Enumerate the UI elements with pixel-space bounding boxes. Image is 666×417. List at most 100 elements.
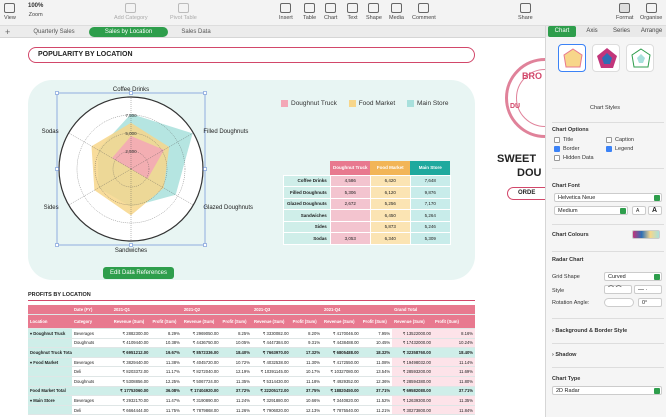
table-cell[interactable]: 8.16% — [432, 328, 475, 339]
format-button[interactable]: Format — [616, 3, 633, 21]
mini-table-label[interactable]: Sodas — [283, 232, 331, 245]
table-cell[interactable]: 19.67% — [150, 347, 182, 358]
table-cell[interactable]: ₹ 12639300.00 — [392, 395, 433, 406]
table-cell[interactable]: 12.25% — [150, 376, 182, 387]
table-cell[interactable]: ₹ 17404920.00 — [181, 386, 221, 397]
line-style-control[interactable]: ⌒ ⌒ — [604, 285, 632, 294]
table-cell[interactable]: ₹ 28593200.00 — [392, 366, 433, 378]
mini-table-cell[interactable]: 5,306 — [329, 186, 371, 199]
table-cell[interactable]: ₹ 7879868.00 — [181, 405, 221, 416]
table-cell[interactable]: Grand Total — [392, 305, 433, 316]
table-cell[interactable]: ₹ 32358760.00 — [392, 347, 433, 358]
table-cell[interactable]: ₹ 7663970.00 — [251, 347, 291, 358]
table-cell[interactable]: 8.29% — [150, 328, 182, 339]
table-cell[interactable]: Food Market Total — [28, 386, 72, 397]
table-cell[interactable]: 11.38% — [150, 357, 182, 368]
table-cell[interactable]: 18.32% — [360, 347, 393, 358]
table-cell[interactable]: 12.13% — [290, 405, 323, 416]
mini-table-cell[interactable] — [329, 209, 371, 222]
share-button[interactable]: Share — [518, 3, 533, 21]
radar-series-0[interactable] — [112, 136, 165, 179]
table-cell[interactable]: Profit (Sum) — [220, 314, 252, 330]
view-button[interactable]: View — [4, 3, 16, 21]
mini-table-cell[interactable]: 3,053 — [329, 232, 371, 245]
table-cell[interactable]: Beverages — [71, 357, 112, 368]
table-cell[interactable]: 36.08% — [150, 386, 182, 397]
tab-quarterly-sales[interactable]: Quarterly Sales — [33, 29, 75, 35]
table-cell[interactable] — [71, 386, 112, 397]
table-cell[interactable]: Revenue (Sum) — [111, 314, 151, 330]
table-cell[interactable]: Beverages — [71, 328, 112, 339]
table-cell[interactable]: ₹ 8203372.00 — [111, 366, 151, 378]
table-cell[interactable]: ₹ 2882300.00 — [111, 328, 151, 339]
table-cell[interactable]: Revenue (Sum) — [322, 314, 361, 330]
table-cell[interactable]: 11.24% — [220, 395, 252, 406]
table-cell[interactable]: ₹ 30273800.00 — [392, 405, 433, 416]
mini-table-cell[interactable]: 2,672 — [329, 197, 371, 210]
table-cell[interactable]: 11.21% — [360, 405, 393, 416]
table-cell[interactable]: Date (FY) — [71, 305, 112, 316]
table-cell[interactable]: ▾ Doughnut Truck — [28, 328, 72, 339]
chart-style-1[interactable] — [558, 44, 586, 72]
table-cell[interactable] — [290, 305, 323, 316]
table-cell[interactable]: Profit (Sum) — [360, 314, 393, 330]
table-cell[interactable]: ₹ 17432000.00 — [392, 338, 433, 349]
table-cell[interactable]: ₹ 4172550.00 — [322, 357, 361, 368]
font-weight-select[interactable]: Medium — [554, 206, 628, 215]
mini-table-cell[interactable]: 5,264 — [409, 209, 451, 222]
mini-table-cell[interactable]: 6,420 — [369, 174, 411, 187]
table-cell[interactable]: ₹ 3291880.00 — [251, 395, 291, 406]
table-cell[interactable]: Profit (Sum) — [150, 314, 182, 330]
table-cell[interactable]: ₹ 22205172.00 — [251, 386, 291, 397]
table-cell[interactable]: ₹ 13522000.00 — [392, 328, 433, 339]
selection-handle[interactable] — [203, 167, 207, 171]
table-cell[interactable]: Category — [71, 314, 112, 330]
tab-arrange[interactable]: Arrange — [640, 28, 663, 34]
table-cell[interactable]: 8.20% — [290, 328, 323, 339]
table-cell[interactable]: 11.69% — [432, 366, 475, 378]
table-cell[interactable]: ₹ 6805488.00 — [322, 347, 361, 358]
table-cell[interactable]: ₹ 10327080.00 — [322, 366, 361, 378]
table-cell[interactable]: Revenue (Sum) — [181, 314, 221, 330]
mini-table-cell[interactable]: 6,120 — [369, 186, 411, 199]
table-cell[interactable]: 18.40% — [220, 347, 252, 358]
table-cell[interactable]: 11.47% — [150, 395, 182, 406]
table-cell[interactable]: ₹ 17753060.00 — [111, 386, 151, 397]
table-cell[interactable]: ▾ Main Store — [28, 395, 72, 406]
table-cell[interactable]: ₹ 3440820.00 — [322, 395, 361, 406]
chart-style-3[interactable] — [626, 44, 654, 72]
tab-axis[interactable]: Axis — [586, 28, 598, 34]
table-cell[interactable]: Deli — [71, 366, 112, 378]
mini-table-cell[interactable]: 5,309 — [409, 232, 451, 245]
font-name-select[interactable]: Helvetica Neue — [554, 193, 662, 202]
table-cell[interactable]: ₹ 8272040.00 — [181, 366, 221, 378]
mini-table-label[interactable]: Coffee Drinks — [283, 174, 331, 187]
legend-checkbox[interactable]: Legend — [606, 146, 633, 152]
table-cell[interactable]: Revenue (Sum) — [251, 314, 291, 330]
table-cell[interactable]: Doughnuts — [71, 376, 112, 387]
table-cell[interactable]: 10.17% — [290, 366, 323, 378]
text-button[interactable]: Text — [347, 3, 358, 21]
mini-table-cell[interactable] — [329, 220, 371, 233]
table-cell[interactable]: 11.75% — [150, 405, 182, 416]
table-cell[interactable]: ₹ 8572336.00 — [181, 347, 221, 358]
rotation-angle-input[interactable]: 0° — [638, 298, 662, 307]
grid-shape-select[interactable]: Curved — [604, 272, 662, 281]
table-cell[interactable]: 2021-Q1 — [111, 305, 151, 316]
add-sheet-button[interactable]: + — [5, 27, 11, 37]
table-cell[interactable]: ₹ 4032538.00 — [251, 357, 291, 368]
mini-table-label[interactable]: Sandwiches — [283, 209, 331, 222]
table-cell[interactable]: ₹ 69582080.00 — [392, 386, 433, 397]
table-cell[interactable]: ₹ 7906020.00 — [251, 405, 291, 416]
table-button[interactable]: Table — [303, 3, 316, 21]
table-cell[interactable]: ₹ 7875540.00 — [322, 405, 361, 416]
table-cell[interactable]: 11.35% — [220, 376, 252, 387]
table-cell[interactable]: 11.84% — [432, 405, 475, 416]
selection-handle[interactable] — [55, 243, 59, 247]
table-cell[interactable] — [150, 305, 182, 316]
table-cell[interactable] — [28, 305, 72, 316]
comment-button[interactable]: Comment — [412, 3, 436, 21]
table-cell[interactable]: 2021-Q3 — [251, 305, 291, 316]
font-smaller-button[interactable]: A — [632, 206, 646, 215]
table-cell[interactable]: 11.26% — [220, 405, 252, 416]
